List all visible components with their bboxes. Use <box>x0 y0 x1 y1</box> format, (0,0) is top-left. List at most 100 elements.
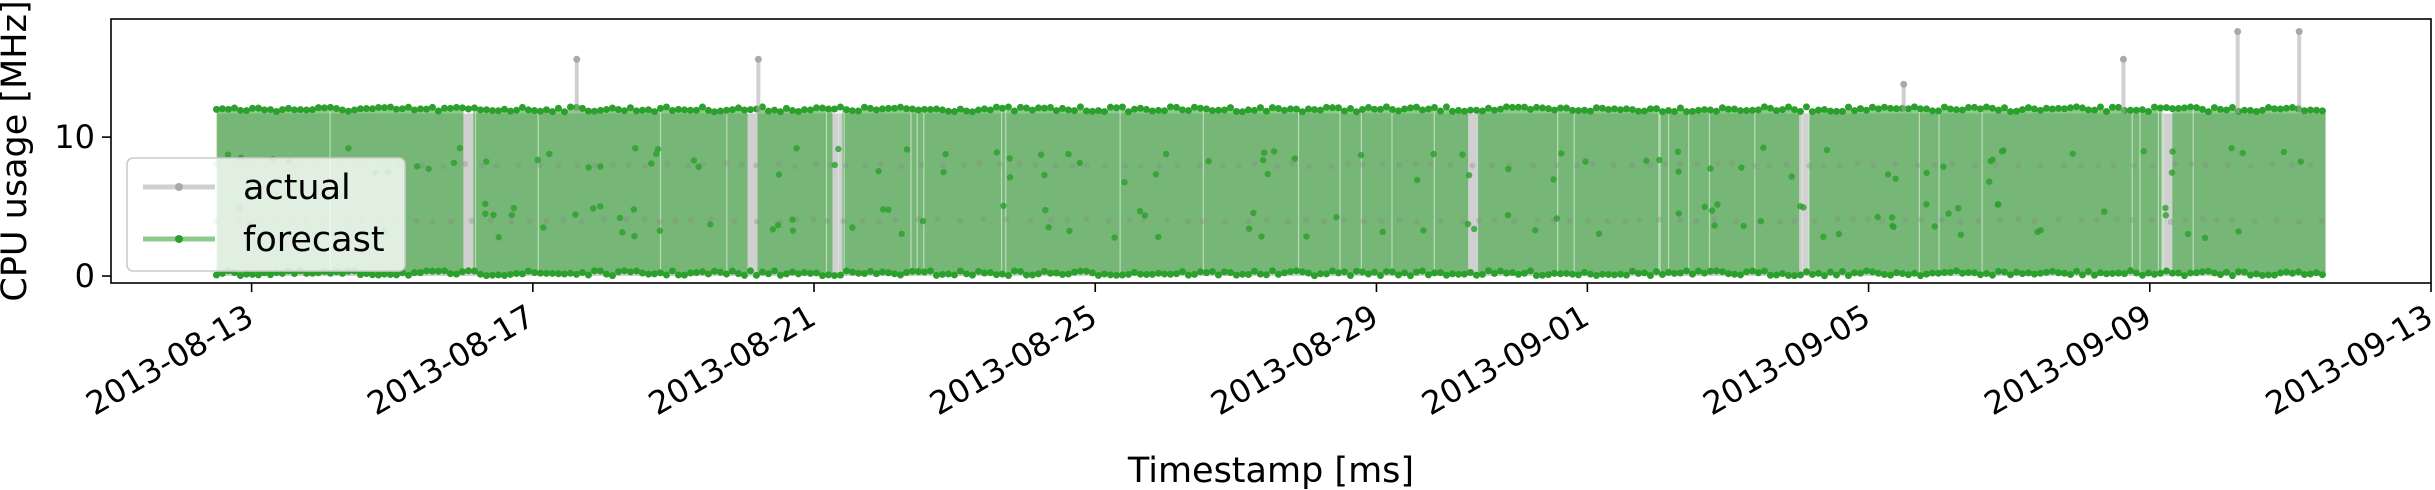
forecast-point <box>380 270 388 278</box>
forecast-point <box>1352 108 1360 116</box>
forecast-point <box>1406 104 1414 112</box>
forecast-point <box>1712 267 1720 275</box>
forecast-point <box>1888 214 1896 221</box>
forecast-point <box>674 105 682 113</box>
forecast-point <box>1088 269 1096 277</box>
forecast-point <box>1760 103 1768 111</box>
forecast-point <box>648 160 655 167</box>
actual-point <box>2149 162 2156 169</box>
forecast-point <box>884 104 892 112</box>
forecast-point <box>1292 105 1300 113</box>
forecast-point <box>1274 270 1282 278</box>
forecast-point <box>530 106 538 114</box>
actual-point <box>1235 162 1242 169</box>
forecast-point <box>1370 268 1378 276</box>
actual-point <box>934 215 941 222</box>
forecast-point <box>345 145 352 152</box>
forecast-point <box>1928 269 1936 277</box>
forecast-point <box>2102 270 2110 278</box>
forecast-point <box>590 205 597 212</box>
forecast-point <box>1357 151 1365 159</box>
forecast-point <box>2078 271 2086 279</box>
forecast-point <box>2108 269 2116 277</box>
forecast-point <box>1412 268 1420 276</box>
forecast-point <box>1160 107 1168 115</box>
forecast-point <box>428 103 436 111</box>
forecast-point <box>656 269 664 277</box>
forecast-point <box>2138 106 2146 114</box>
forecast-point <box>896 271 904 279</box>
forecast-point <box>1874 105 1882 113</box>
x-tick-label: 2013-08-21 <box>642 297 822 423</box>
actual-point <box>1122 162 1129 169</box>
actual-point <box>813 160 820 167</box>
forecast-point <box>1100 108 1108 116</box>
forecast-point <box>1814 106 1822 114</box>
actual-point <box>1914 162 1921 169</box>
actual-point <box>591 162 598 169</box>
forecast-point <box>1592 271 1600 279</box>
forecast-point <box>1184 271 1192 279</box>
forecast-point <box>1490 106 1498 114</box>
forecast-point <box>578 268 586 276</box>
forecast-point <box>584 271 592 279</box>
actual-point <box>1137 163 1144 170</box>
forecast-point <box>482 272 490 280</box>
forecast-point <box>1700 106 1708 114</box>
forecast-point <box>2258 106 2266 114</box>
forecast-point <box>422 267 430 275</box>
forecast-point <box>980 269 988 277</box>
forecast-point <box>224 105 232 113</box>
forecast-point <box>2036 106 2044 114</box>
forecast-point <box>1016 103 1024 111</box>
forecast-point <box>1412 103 1420 111</box>
forecast-point <box>1748 106 1756 114</box>
forecast-point <box>506 107 514 115</box>
actual-point <box>1971 163 1978 170</box>
actual-point <box>429 218 436 225</box>
forecast-point <box>362 105 370 113</box>
actual-point <box>1052 162 1059 169</box>
actual-point <box>1879 217 1886 224</box>
forecast-point <box>2090 106 2098 114</box>
forecast-point <box>392 271 400 279</box>
forecast-point <box>866 104 874 112</box>
actual-point <box>493 163 500 170</box>
actual-point <box>1604 218 1611 225</box>
forecast-point <box>1928 107 1936 115</box>
forecast-point <box>1424 105 1432 113</box>
forecast-point <box>1538 271 1546 279</box>
forecast-point <box>782 270 790 278</box>
forecast-point <box>1856 269 1864 277</box>
forecast-point <box>1826 268 1834 276</box>
forecast-point <box>1628 106 1636 114</box>
forecast-point <box>1922 270 1930 278</box>
forecast-point <box>831 161 839 169</box>
forecast-point <box>490 211 497 219</box>
forecast-point <box>1442 271 1450 279</box>
forecast-point <box>710 267 718 275</box>
forecast-point <box>914 106 922 114</box>
forecast-point <box>2030 270 2038 278</box>
actual-point <box>1766 162 1773 169</box>
forecast-point <box>410 106 418 114</box>
actual-point <box>462 161 469 168</box>
forecast-point <box>616 214 624 222</box>
forecast-point <box>1250 209 1257 217</box>
actual-point <box>753 218 760 225</box>
forecast-point <box>902 105 910 113</box>
forecast-point <box>2006 271 2014 279</box>
forecast-point <box>2294 268 2302 276</box>
forecast-point <box>1070 268 1078 276</box>
forecast-point <box>1643 157 1650 164</box>
forecast-point <box>1196 104 1204 112</box>
forecast-point <box>446 270 454 278</box>
forecast-point <box>488 107 496 115</box>
forecast-point <box>1778 269 1786 277</box>
forecast-point <box>1464 220 1472 228</box>
forecast-point <box>578 104 586 112</box>
forecast-point <box>476 106 484 114</box>
forecast-point <box>386 270 394 278</box>
actual-point <box>1622 218 1629 225</box>
forecast-point <box>308 106 316 114</box>
